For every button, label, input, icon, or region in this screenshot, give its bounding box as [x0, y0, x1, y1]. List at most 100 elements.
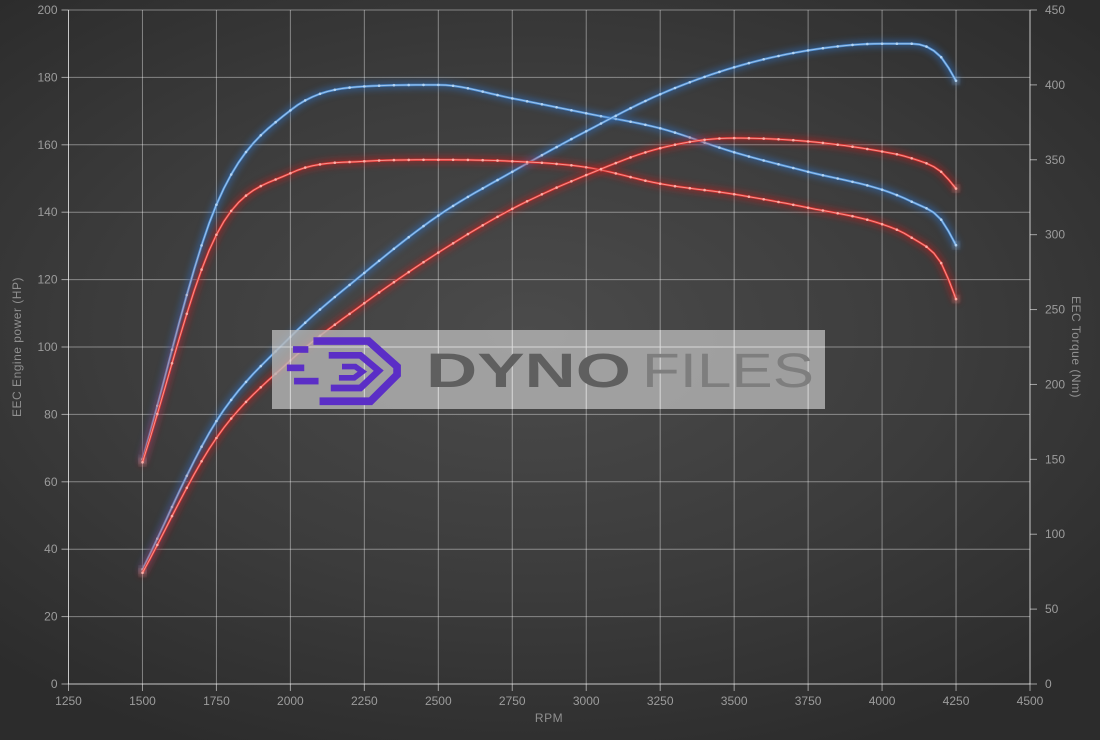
right-tick-label-50: 50 — [1045, 602, 1059, 616]
series-markers-stock-torque — [141, 158, 958, 464]
marker-dot — [939, 170, 943, 174]
logo-outline-mid — [328, 352, 384, 392]
marker-dot — [407, 270, 411, 274]
marker-dot — [303, 166, 307, 169]
series-tuned-power — [139, 40, 960, 573]
marker-dot — [259, 386, 263, 389]
x-tick-label-2000: 2000 — [277, 694, 304, 708]
marker-dot — [229, 417, 233, 420]
marker-dot — [762, 159, 765, 162]
marker-dot — [777, 163, 780, 166]
marker-dot — [303, 321, 307, 325]
marker-dot — [939, 218, 943, 221]
marker-dot — [437, 158, 440, 162]
marker-dot — [703, 75, 706, 79]
marker-dot — [303, 99, 307, 102]
marker-dot — [895, 228, 899, 231]
marker-dot — [555, 186, 558, 189]
marker-dot — [584, 173, 588, 177]
marker-dot — [437, 83, 440, 87]
marker-dot — [792, 51, 795, 55]
marker-dot — [644, 151, 647, 154]
series-glow-stock-torque — [139, 156, 960, 466]
series-stock-torque — [139, 156, 960, 466]
marker-dot — [895, 42, 899, 45]
left-tick-label-60: 60 — [44, 475, 58, 489]
marker-dot — [481, 224, 485, 227]
marker-dot — [925, 245, 928, 248]
marker-dot — [540, 103, 544, 106]
marker-dot — [910, 157, 913, 160]
x-tick-label-1500: 1500 — [129, 694, 156, 708]
marker-dot — [629, 120, 632, 123]
marker-dot — [732, 192, 736, 196]
marker-dot — [392, 83, 396, 87]
marker-dot — [614, 114, 618, 118]
marker-dot — [644, 179, 647, 182]
marker-dot — [836, 45, 839, 48]
marker-dot — [629, 156, 632, 159]
marker-dot — [318, 92, 322, 96]
marker-dot — [584, 112, 588, 115]
x-tick-label-3250: 3250 — [647, 694, 674, 708]
x-tick-label-1750: 1750 — [203, 694, 230, 708]
marker-dot — [215, 203, 218, 206]
marker-dot — [200, 268, 203, 271]
marker-dot — [377, 259, 381, 263]
marker-dot — [688, 140, 692, 144]
marker-dot — [806, 140, 810, 143]
marker-dot — [718, 146, 721, 149]
marker-dot — [200, 460, 203, 463]
x-tick-label-1250: 1250 — [55, 694, 82, 708]
marker-dot — [451, 84, 455, 88]
marker-dot — [289, 172, 292, 175]
marker-dot — [229, 209, 233, 213]
marker-dot — [792, 138, 795, 142]
marker-dot — [363, 301, 366, 305]
series-line-stock-torque — [141, 158, 958, 463]
axis-ticks-and-labels: 0204060801001201401601802000501001502002… — [37, 3, 1065, 708]
marker-dot — [880, 222, 884, 226]
left-tick-label-40: 40 — [44, 542, 58, 556]
marker-dot — [629, 175, 632, 179]
marker-dot — [584, 130, 588, 133]
marker-dot — [244, 400, 248, 404]
marker-dot — [525, 100, 529, 103]
marker-dot — [348, 312, 351, 316]
marker-dot — [525, 200, 529, 203]
marker-dot — [599, 167, 603, 171]
marker-dot — [732, 136, 736, 140]
marker-dot — [658, 146, 662, 150]
logo-speed-dash-bottom — [294, 377, 319, 385]
marker-dot — [377, 159, 381, 162]
marker-dot — [377, 84, 381, 87]
marker-dot — [466, 87, 470, 90]
right-tick-label-100: 100 — [1045, 527, 1065, 541]
marker-dot — [688, 186, 692, 190]
left-tick-label-20: 20 — [44, 610, 58, 624]
marker-dot — [866, 42, 869, 46]
marker-dot — [703, 188, 706, 192]
marker-dot — [185, 486, 189, 490]
watermark: DYNO FILES — [272, 330, 825, 409]
marker-dot — [259, 134, 263, 137]
marker-dot — [422, 83, 425, 87]
marker-dot — [925, 162, 928, 165]
marker-dot — [466, 195, 470, 199]
marker-dot — [673, 184, 677, 188]
x-tick-label-3750: 3750 — [795, 694, 822, 708]
marker-dot — [422, 158, 425, 162]
marker-dot — [570, 109, 573, 112]
marker-dot — [540, 161, 544, 165]
marker-dot — [939, 261, 943, 265]
marker-dot — [185, 293, 189, 297]
series-end-tuned-power — [953, 78, 959, 84]
marker-dot — [821, 209, 825, 212]
marker-dot — [333, 323, 337, 327]
logo-outline-inner — [338, 363, 368, 381]
marker-dot — [939, 55, 943, 59]
right-tick-label-350: 350 — [1045, 153, 1065, 167]
marker-dot — [644, 99, 647, 103]
